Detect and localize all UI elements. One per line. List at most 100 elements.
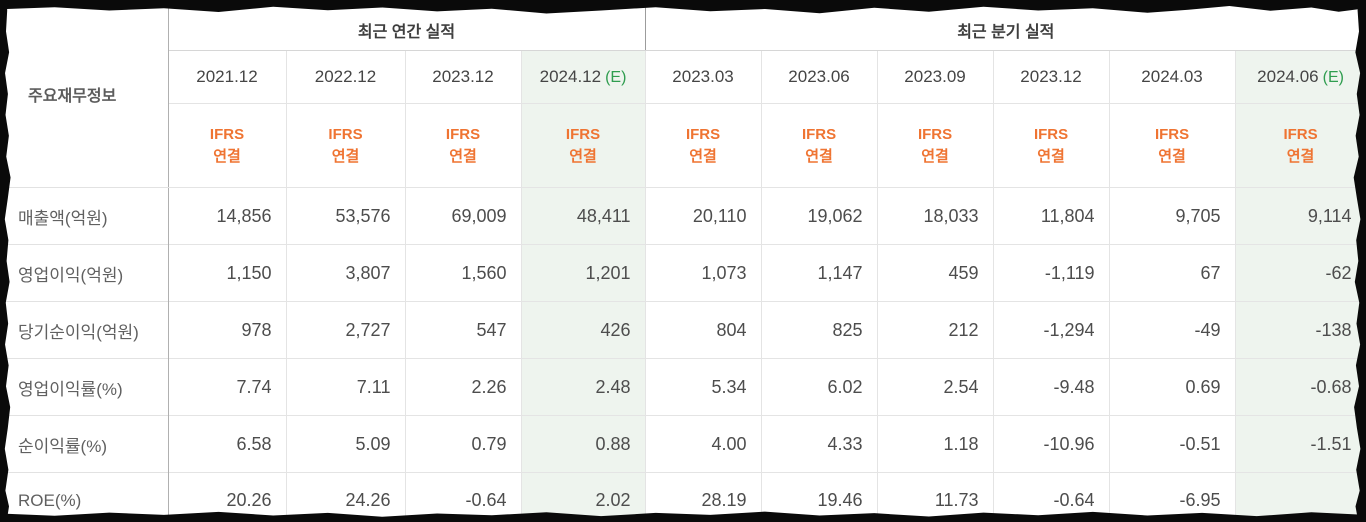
column-header-period: 2023.12 xyxy=(404,50,522,104)
value-cell: 11,804 xyxy=(992,187,1110,245)
column-header-period: 2023.09 xyxy=(876,50,994,104)
value-cell: 978 xyxy=(167,301,287,359)
ifrs-label-line2: 연결 xyxy=(213,147,241,165)
value-cell: -49 xyxy=(1108,301,1236,359)
column-header-standard: IFRS 연결 xyxy=(285,103,406,188)
value-cell: 14,856 xyxy=(167,187,287,245)
torn-edge-left xyxy=(0,0,11,522)
period-label: 2024.03 xyxy=(1141,67,1203,86)
row-label: 영업이익(억원) xyxy=(4,244,169,302)
row-label: 매출액(억원) xyxy=(4,187,169,245)
value-cell: 20,110 xyxy=(644,187,762,245)
value-cell: 7.74 xyxy=(167,358,287,416)
ifrs-label-line2: 연결 xyxy=(1158,147,1186,165)
ifrs-label-line2: 연결 xyxy=(569,147,597,165)
ifrs-label-line1: IFRS xyxy=(801,125,837,143)
ifrs-label-line2: 연결 xyxy=(689,147,717,165)
value-cell: -138 xyxy=(1234,301,1362,359)
value-cell: 28.19 xyxy=(644,472,762,518)
value-cell: 19.46 xyxy=(760,472,878,518)
ifrs-label-line1: IFRS xyxy=(1033,125,1069,143)
value-cell: 5.34 xyxy=(644,358,762,416)
period-label: 2023.12 xyxy=(432,67,494,86)
ifrs-label-line2: 연결 xyxy=(805,147,833,165)
value-cell: 804 xyxy=(644,301,762,359)
value-cell: -0.68 xyxy=(1234,358,1362,416)
value-cell: 7.11 xyxy=(285,358,406,416)
period-label: 2021.12 xyxy=(196,67,258,86)
torn-edge-bottom xyxy=(0,511,1366,522)
value-cell: 1,560 xyxy=(404,244,522,302)
column-header-standard: IFRS 연결 xyxy=(992,103,1110,188)
value-cell: 6.02 xyxy=(760,358,878,416)
ifrs-label-line2: 연결 xyxy=(1286,147,1315,165)
value-cell: 67 xyxy=(1108,244,1236,302)
column-header-standard: IFRS 연결 xyxy=(520,103,646,188)
value-cell: 3,807 xyxy=(285,244,406,302)
value-cell: 1,150 xyxy=(167,244,287,302)
column-header-period: 2023.06 xyxy=(760,50,878,104)
value-cell: -62 xyxy=(1234,244,1362,302)
value-cell: 69,009 xyxy=(404,187,522,245)
value-cell: -0.64 xyxy=(992,472,1110,518)
period-label: 2023.06 xyxy=(788,67,850,86)
ifrs-label-line1: IFRS xyxy=(565,125,601,143)
value-cell: 9,114 xyxy=(1234,187,1362,245)
ifrs-label-line1: IFRS xyxy=(328,125,363,143)
ifrs-label-line2: 연결 xyxy=(921,147,949,165)
table-row: 순이익률(%) 6.58 5.09 0.79 0.88 4.00 4.33 1.18 -10.9… xyxy=(4,415,1362,473)
column-header-standard: IFRS 연결 xyxy=(1108,103,1236,188)
value-cell: 6.58 xyxy=(167,415,287,473)
value-cell: -0.64 xyxy=(404,472,522,518)
table-row: 당기순이익(억원) 978 2,727 547 426 804 825 212 -1,294 -4… xyxy=(4,301,1362,359)
ifrs-label-line2: 연결 xyxy=(1037,147,1065,165)
period-label: 2024.12 xyxy=(539,67,602,86)
column-header-period: 2023.12 xyxy=(992,50,1110,104)
value-cell: 825 xyxy=(760,301,878,359)
column-header-standard: IFRS 연결 xyxy=(1234,103,1362,188)
value-cell: 2,727 xyxy=(285,301,406,359)
value-cell: 1.18 xyxy=(876,415,994,473)
value-cell: -9.48 xyxy=(992,358,1110,416)
column-header-standard: IFRS 연결 xyxy=(167,103,287,188)
financial-summary-table: 주요재무정보 최근 연간 실적 최근 분기 실적 2021.12 2022.12 2… xyxy=(4,4,1362,518)
ifrs-label-line1: IFRS xyxy=(445,125,481,143)
value-cell: 0.69 xyxy=(1108,358,1236,416)
estimate-marker: (E) xyxy=(605,69,627,86)
value-cell: 459 xyxy=(876,244,994,302)
period-label: 2023.12 xyxy=(1020,67,1082,86)
ifrs-label-line2: 연결 xyxy=(449,147,477,165)
column-header-standard: IFRS 연결 xyxy=(644,103,762,188)
period-label: 2022.12 xyxy=(314,67,377,86)
value-cell: 426 xyxy=(520,301,646,359)
table-row: 영업이익률(%) 7.74 7.11 2.26 2.48 5.34 6.02 2.54 -9.4… xyxy=(4,358,1362,416)
value-cell: 18,033 xyxy=(876,187,994,245)
value-cell: 11.73 xyxy=(876,472,994,518)
column-header-standard: IFRS 연결 xyxy=(760,103,878,188)
corner-header: 주요재무정보 xyxy=(4,4,169,188)
table-container: 주요재무정보 최근 연간 실적 최근 분기 실적 2021.12 2022.12 2… xyxy=(4,4,1362,518)
value-cell: 2.26 xyxy=(404,358,522,416)
value-cell: 1,147 xyxy=(760,244,878,302)
column-header-period: 2021.12 xyxy=(167,50,287,104)
value-cell: 0.88 xyxy=(520,415,646,473)
value-cell: 53,576 xyxy=(285,187,406,245)
column-header-standard: IFRS 연결 xyxy=(876,103,994,188)
value-cell: 4.33 xyxy=(760,415,878,473)
value-cell: 547 xyxy=(404,301,522,359)
period-label: 2023.09 xyxy=(904,67,966,86)
value-cell: 2.54 xyxy=(876,358,994,416)
ifrs-label-line2: 연결 xyxy=(331,147,360,165)
value-cell: 4.00 xyxy=(644,415,762,473)
value-cell: 0.79 xyxy=(404,415,522,473)
ifrs-label-line1: IFRS xyxy=(685,125,721,143)
value-cell: 9,705 xyxy=(1108,187,1236,245)
value-cell: 24.26 xyxy=(285,472,406,518)
ifrs-label-line1: IFRS xyxy=(1154,125,1190,143)
value-cell: 20.26 xyxy=(167,472,287,518)
value-cell: -1.51 xyxy=(1234,415,1362,473)
value-cell: -10.96 xyxy=(992,415,1110,473)
value-cell: -6.95 xyxy=(1108,472,1236,518)
column-header-period: 2023.03 xyxy=(644,50,762,104)
